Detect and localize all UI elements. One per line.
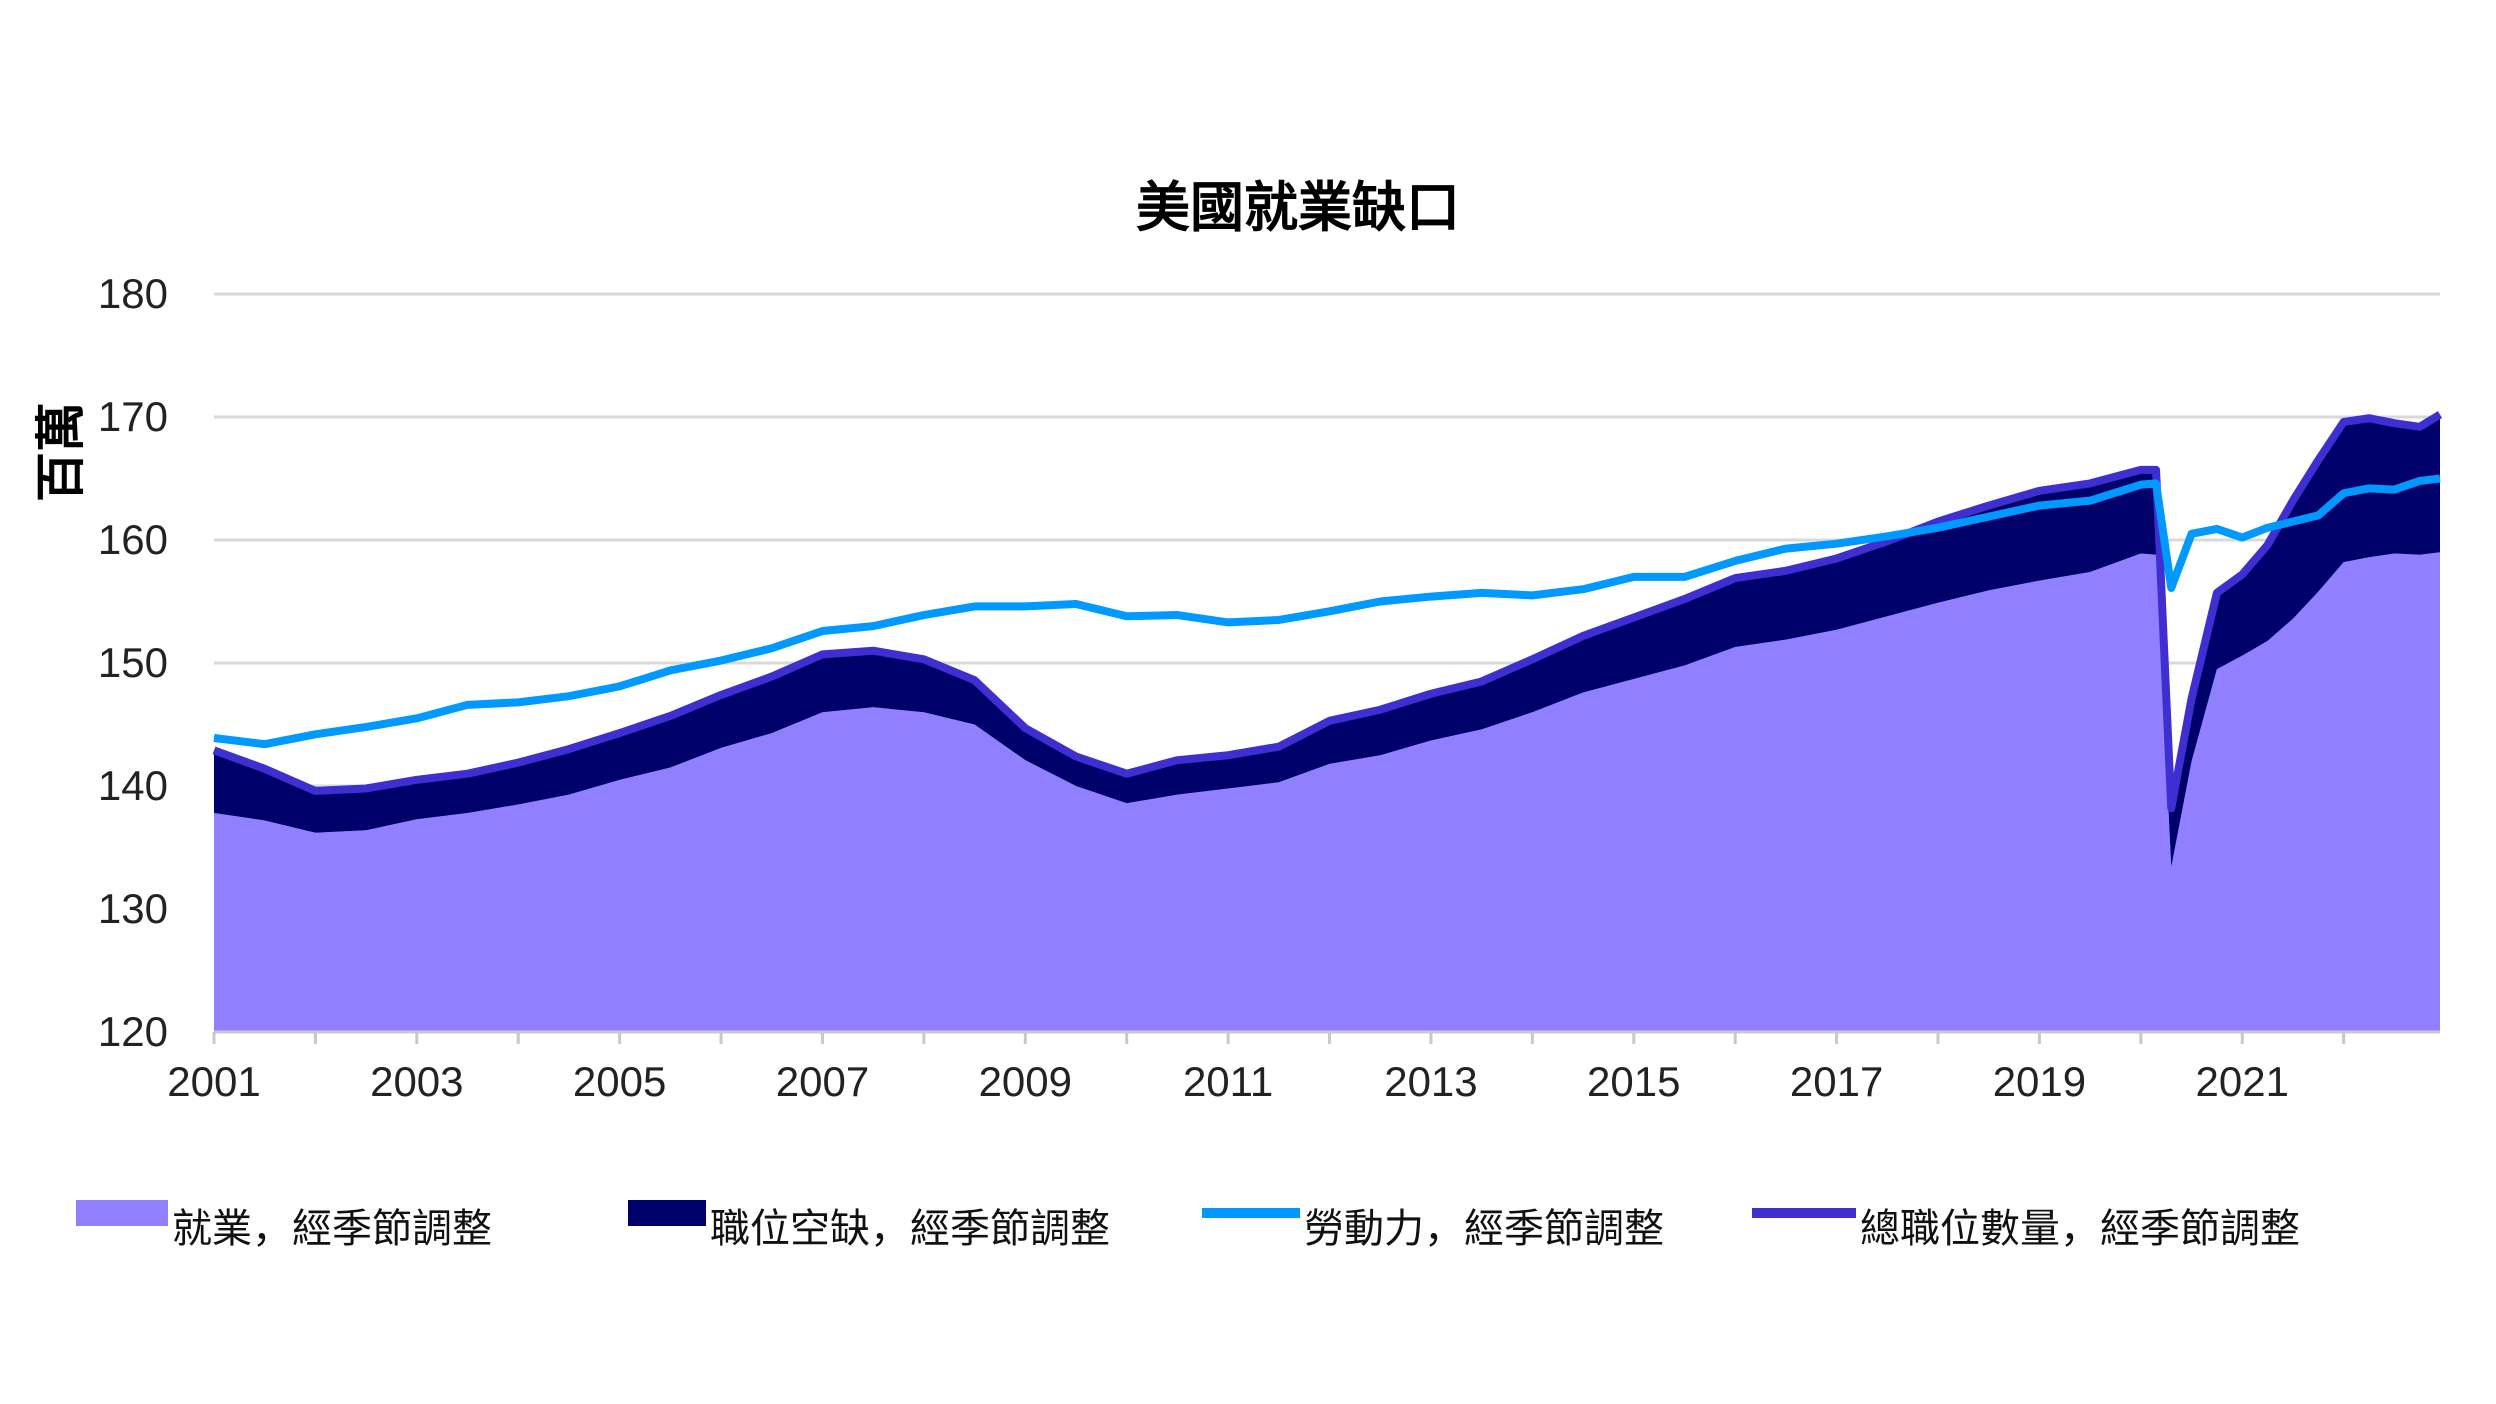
y-tick-label: 180 [98, 270, 168, 317]
legend-label: 勞動力，經季節調整 [1304, 1206, 1664, 1252]
legend-label: 就業，經季節調整 [172, 1206, 492, 1252]
x-tick-label: 2015 [1587, 1058, 1680, 1105]
legend-swatch [1202, 1208, 1300, 1218]
legend-swatch [76, 1200, 168, 1226]
x-tick-label: 2021 [2196, 1058, 2289, 1105]
y-tick-label: 130 [98, 885, 168, 932]
x-tick-label: 2011 [1183, 1058, 1273, 1105]
x-tick-label: 2005 [573, 1058, 666, 1105]
legend-label: 職位空缺，經季節調整 [710, 1206, 1110, 1252]
legend-swatch [628, 1200, 706, 1226]
x-tick-label: 2017 [1790, 1058, 1883, 1105]
y-tick-label: 160 [98, 516, 168, 563]
y-tick-label: 140 [98, 762, 168, 809]
line-labor-force [213, 474, 2441, 749]
plot-lines [212, 411, 2443, 813]
area-employment [214, 552, 2440, 1032]
x-tick-label: 2007 [776, 1058, 869, 1105]
x-tick-label: 2001 [167, 1058, 260, 1105]
x-tick-label: 2019 [1993, 1058, 2086, 1105]
y-tick-label: 150 [98, 639, 168, 686]
chart-title: 美國就業缺口 [1136, 175, 1460, 239]
x-tick-label: 2013 [1384, 1058, 1477, 1105]
y-tick-label: 170 [98, 393, 168, 440]
y-axis-label: 百萬 [31, 402, 90, 502]
legend-label: 總職位數量，經季節調整 [1860, 1206, 2300, 1252]
plot-areas [214, 414, 2440, 1032]
legend-swatch [1752, 1208, 1856, 1218]
axes: 120 130 140 150 160 170 180 2001 2003 2005 2007 200… [98, 270, 2440, 1105]
x-tick-label: 2009 [979, 1058, 1072, 1105]
y-tick-label: 120 [98, 1008, 168, 1055]
line-total-jobs [212, 411, 2443, 813]
x-tick-label: 2003 [370, 1058, 463, 1105]
legend: 就業，經季節調整 職位空缺，經季節調整 勞動力，經季節調整 總職位數量，經季節調整 [76, 1200, 2300, 1252]
